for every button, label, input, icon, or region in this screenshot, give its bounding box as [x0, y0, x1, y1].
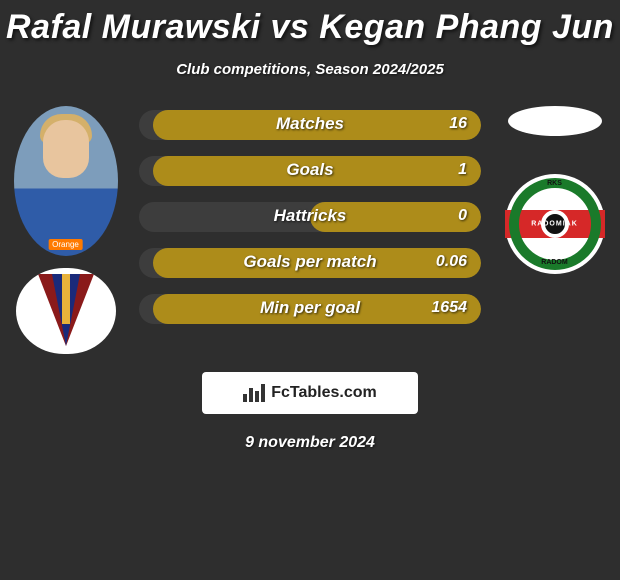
stat-bars-container: Matches16 Goals1 Hattricks0 Goals per match…	[139, 106, 481, 324]
stat-label: Min per goal	[139, 298, 481, 318]
badge-text: RADOMIAK	[505, 221, 605, 228]
chart-icon	[243, 384, 265, 402]
player-photo-right-placeholder	[508, 106, 602, 136]
club-badge-left	[16, 268, 116, 354]
badge-text: RKS	[505, 180, 605, 187]
stat-bar: Goals per match0.06	[139, 248, 481, 278]
club-badge-right: RKS RADOMIAK RADOM	[505, 174, 605, 274]
stat-value-right: 0.06	[436, 253, 467, 271]
subtitle: Club competitions, Season 2024/2025	[0, 61, 620, 78]
right-player-column: RKS RADOMIAK RADOM	[497, 106, 612, 274]
page-title: Rafal Murawski vs Kegan Phang Jun	[0, 0, 620, 47]
stat-value-right: 16	[449, 115, 467, 133]
stat-value-right: 1	[458, 161, 467, 179]
watermark-text: FcTables.com	[271, 384, 377, 402]
stat-label: Goals per match	[139, 252, 481, 272]
comparison-content: Orange RKS RADOMIAK RADOM Matches16 Goals…	[0, 106, 620, 452]
stat-label: Hattricks	[139, 206, 481, 226]
player-tag: Orange	[48, 239, 83, 250]
stat-value-right: 0	[458, 207, 467, 225]
stat-bar: Matches16	[139, 110, 481, 140]
watermark: FcTables.com	[202, 372, 418, 414]
stat-value-right: 1654	[431, 299, 467, 317]
stat-label: Matches	[139, 114, 481, 134]
stat-bar: Hattricks0	[139, 202, 481, 232]
stat-label: Goals	[139, 160, 481, 180]
left-player-column: Orange	[8, 106, 123, 354]
player-photo-left: Orange	[14, 106, 118, 256]
badge-text: RADOM	[505, 259, 605, 266]
stat-bar: Min per goal1654	[139, 294, 481, 324]
stat-bar: Goals1	[139, 156, 481, 186]
date-text: 9 november 2024	[0, 434, 620, 452]
